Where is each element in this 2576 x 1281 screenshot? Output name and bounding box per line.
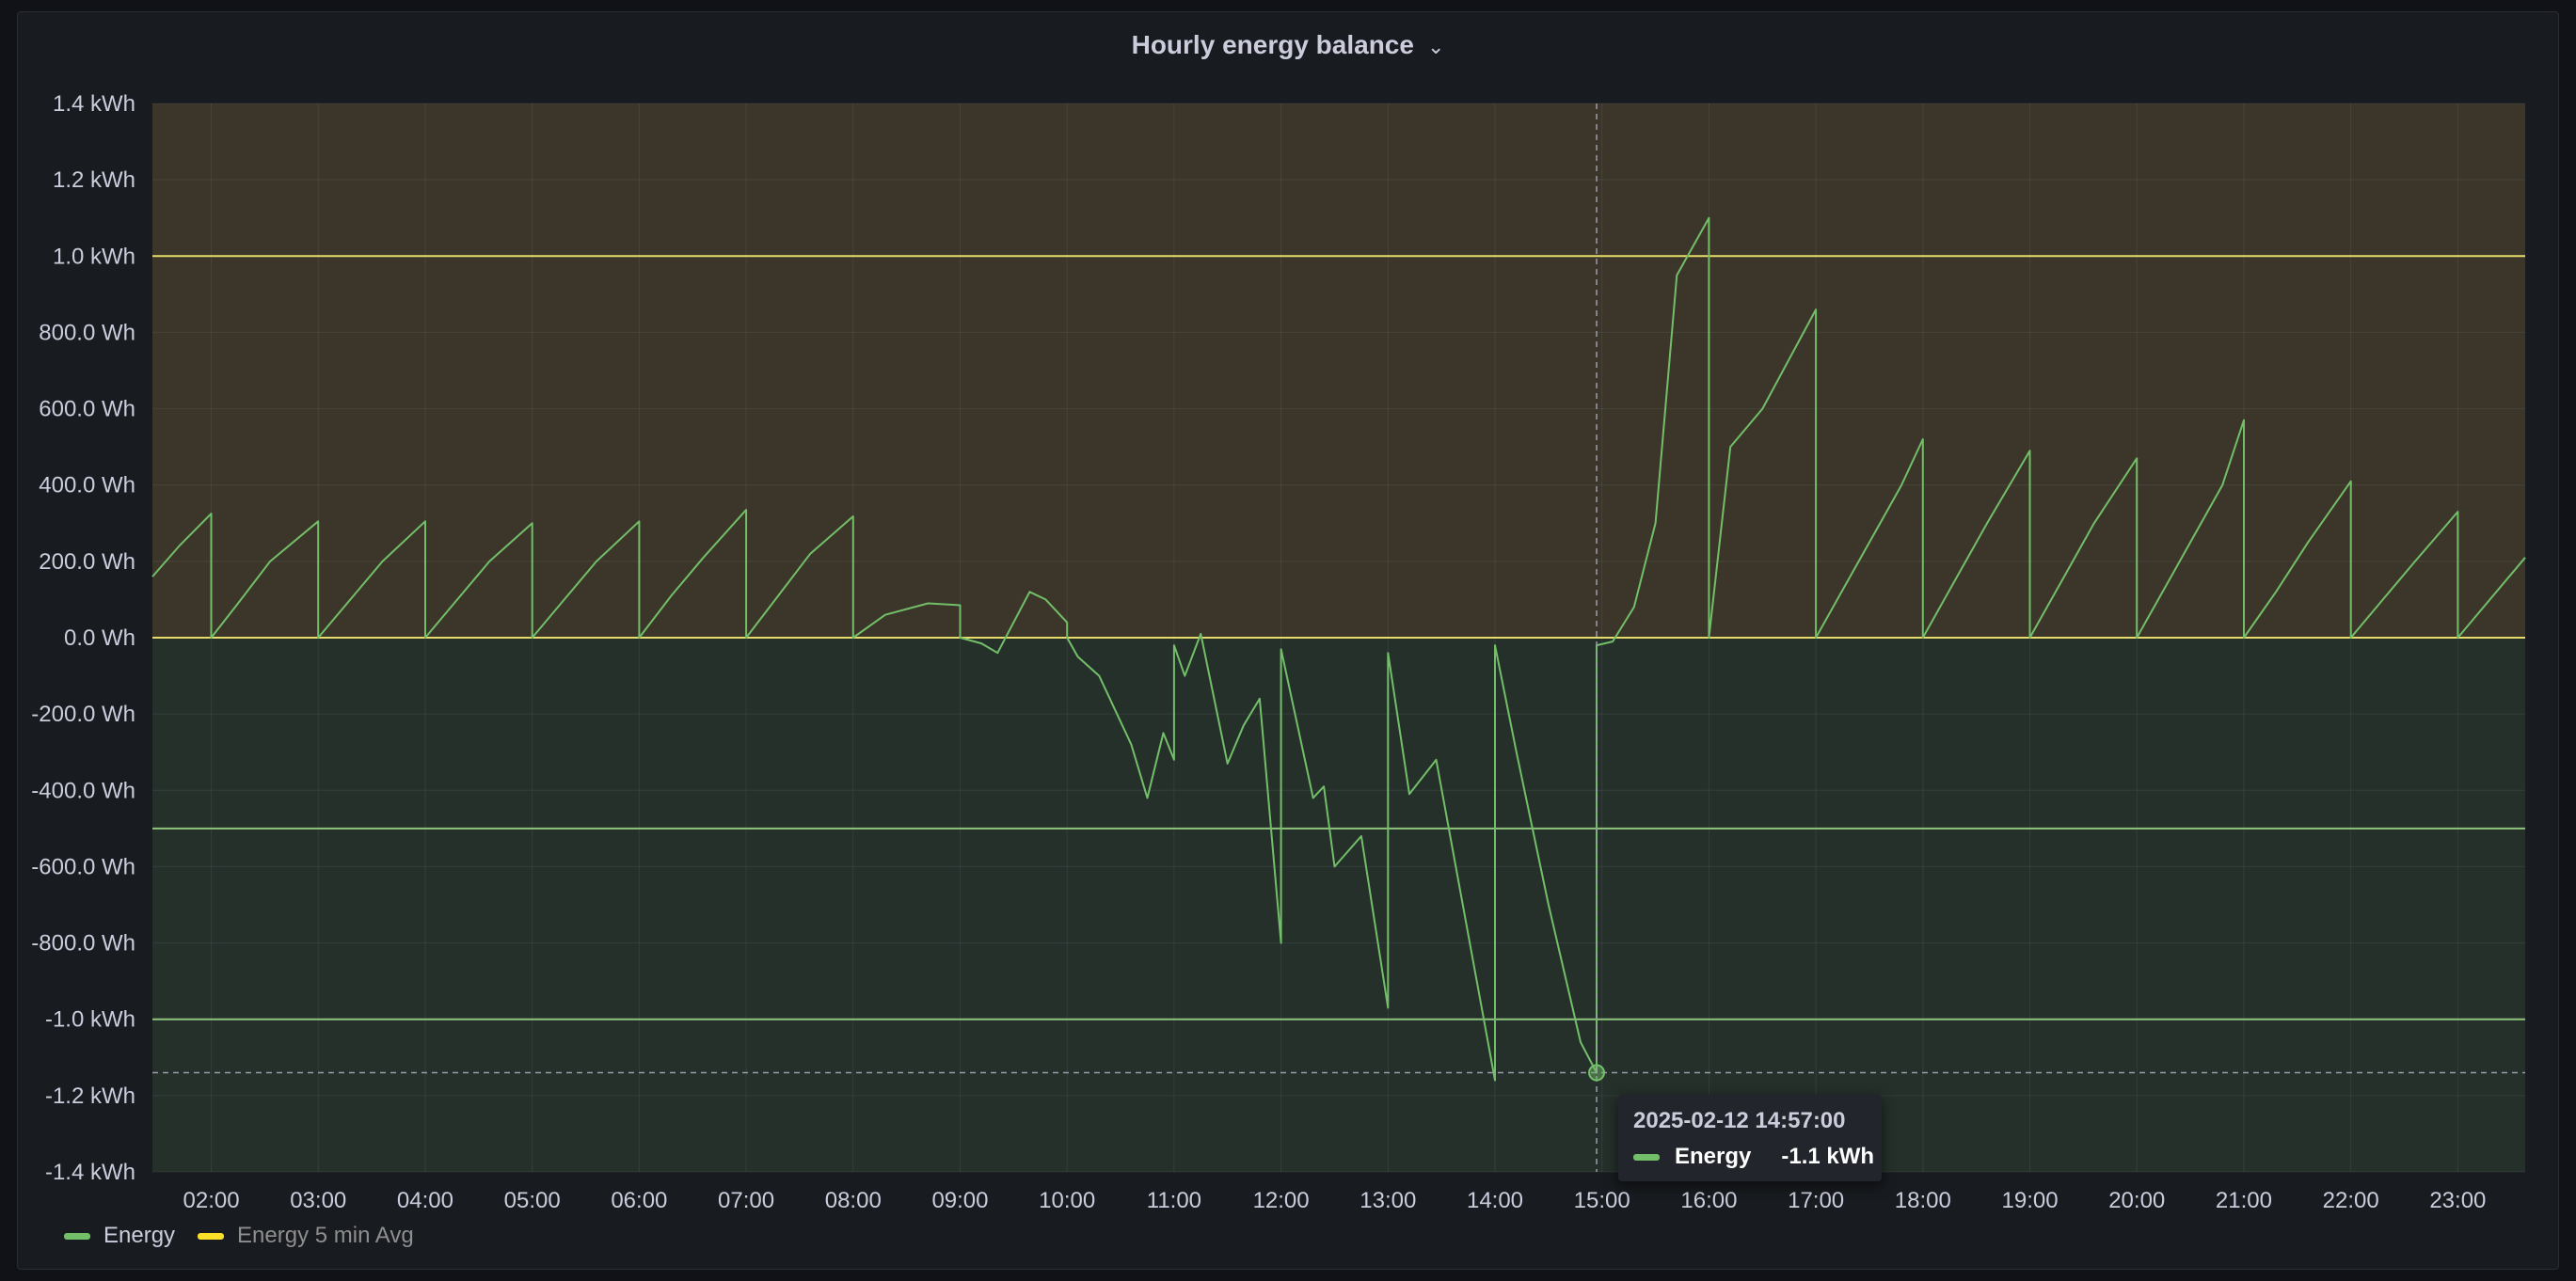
- energy-swatch: [64, 1232, 90, 1240]
- y-tick-label-3: 800.0 Wh: [39, 320, 135, 345]
- x-tick-label-0: 02:00: [183, 1188, 240, 1213]
- x-tick-label-20: 22:00: [2323, 1188, 2379, 1213]
- x-tick-label-9: 11:00: [1147, 1188, 1201, 1213]
- chevron-down-icon[interactable]: ⌄: [1426, 35, 1445, 58]
- x-tick-label-12: 14:00: [1467, 1188, 1523, 1213]
- x-tick-label-3: 05:00: [504, 1188, 561, 1213]
- tooltip-row: Energy -1.1 kWh: [1633, 1144, 1874, 1170]
- panel-title[interactable]: Hourly energy balance: [1131, 30, 1414, 59]
- y-axis: 1.4 kWh 1.2 kWh 1.0 kWh 800.0 Wh 600.0 Wh 400…: [31, 91, 135, 1185]
- y-tick-label-11: -800.0 Wh: [31, 931, 135, 957]
- panel-header[interactable]: Hourly energy balance ⌄: [18, 12, 2558, 78]
- x-tick-label-11: 13:00: [1360, 1188, 1416, 1213]
- hover-point: [1588, 1064, 1606, 1082]
- tooltip: 2025-02-12 14:57:00 Energy -1.1 kWh: [1618, 1095, 1882, 1181]
- energy-avg-swatch: [198, 1232, 225, 1240]
- tooltip-swatch: [1633, 1153, 1660, 1161]
- tooltip-series-name: Energy: [1675, 1144, 1752, 1169]
- x-tick-label-21: 23:00: [2429, 1188, 2486, 1213]
- y-tick-label-12: -1.0 kWh: [45, 1007, 135, 1033]
- threshold-region-0: [152, 103, 2525, 638]
- series-layer: [151, 216, 2526, 1082]
- legend-label-energy-5min-avg: Energy 5 min Avg: [237, 1223, 414, 1248]
- x-tick-label-1: 03:00: [290, 1188, 346, 1213]
- y-tick-label-5: 400.0 Wh: [39, 473, 135, 498]
- y-tick-label-9: -400.0 Wh: [31, 778, 135, 803]
- y-tick-label-13: -1.2 kWh: [45, 1083, 135, 1109]
- x-tick-label-10: 12:00: [1253, 1188, 1310, 1213]
- y-tick-label-14: -1.4 kWh: [45, 1160, 135, 1185]
- x-tick-label-6: 08:00: [825, 1188, 882, 1213]
- legend-item-energy-5min-avg[interactable]: Energy 5 min Avg: [198, 1223, 414, 1249]
- x-tick-label-17: 19:00: [2002, 1188, 2059, 1213]
- x-tick-label-19: 21:00: [2216, 1188, 2272, 1213]
- y-tick-label-2: 1.0 kWh: [53, 244, 135, 269]
- legend-label-energy: Energy: [103, 1223, 176, 1248]
- x-tick-label-13: 15:00: [1574, 1188, 1630, 1213]
- threshold-regions: [152, 103, 2525, 1172]
- tooltip-time: 2025-02-12 14:57:00: [1633, 1108, 1846, 1133]
- legend: Energy Energy 5 min Avg: [64, 1223, 414, 1249]
- x-tick-label-16: 18:00: [1895, 1188, 1951, 1213]
- x-tick-label-2: 04:00: [397, 1188, 453, 1213]
- tooltip-value: -1.1 kWh: [1781, 1144, 1875, 1169]
- series-line-0: [151, 216, 2526, 1082]
- y-tick-label-10: -600.0 Wh: [31, 854, 135, 879]
- x-tick-label-14: 16:00: [1680, 1188, 1737, 1213]
- y-tick-label-8: -200.0 Wh: [31, 702, 135, 727]
- x-tick-label-8: 10:00: [1039, 1188, 1095, 1213]
- x-tick-label-7: 09:00: [931, 1188, 988, 1213]
- x-axis: 02:00 03:00 04:00 05:00 06:00 07:00 08:00 09:00…: [183, 1188, 2487, 1213]
- y-tick-label-0: 1.4 kWh: [53, 91, 135, 117]
- x-tick-label-15: 17:00: [1788, 1188, 1844, 1213]
- y-tick-label-1: 1.2 kWh: [53, 167, 135, 193]
- y-tick-label-6: 200.0 Wh: [39, 549, 135, 575]
- threshold-region-1: [152, 638, 2525, 1172]
- x-tick-label-4: 06:00: [611, 1188, 667, 1213]
- y-tick-label-4: 600.0 Wh: [39, 397, 135, 422]
- x-tick-label-18: 20:00: [2108, 1188, 2165, 1213]
- crosshair: [152, 103, 2525, 1172]
- x-tick-label-5: 07:00: [718, 1188, 774, 1213]
- threshold-lines: [152, 255, 2525, 1020]
- legend-item-energy[interactable]: Energy: [64, 1223, 175, 1249]
- y-tick-label-7: 0.0 Wh: [64, 625, 135, 651]
